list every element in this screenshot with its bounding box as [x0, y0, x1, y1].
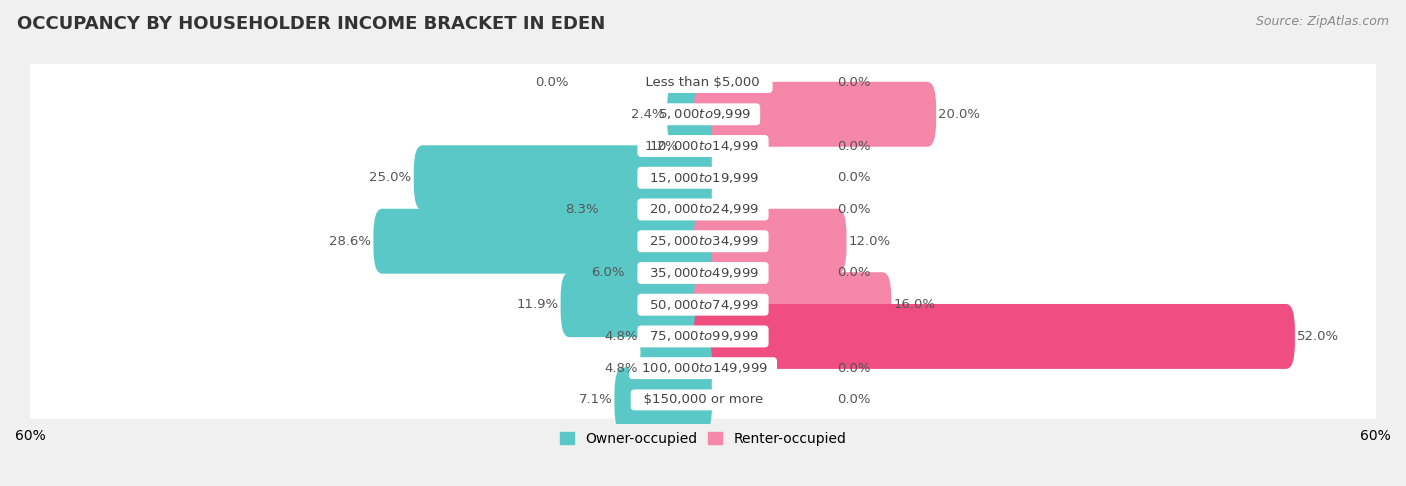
FancyBboxPatch shape	[25, 381, 1381, 418]
FancyBboxPatch shape	[561, 272, 711, 337]
Text: 0.0%: 0.0%	[838, 266, 872, 279]
Text: 4.8%: 4.8%	[605, 362, 638, 375]
FancyBboxPatch shape	[614, 367, 711, 433]
FancyBboxPatch shape	[695, 304, 1295, 369]
FancyBboxPatch shape	[25, 64, 1381, 101]
Text: $5,000 to $9,999: $5,000 to $9,999	[650, 107, 756, 122]
Text: 0.0%: 0.0%	[838, 362, 872, 375]
Text: $25,000 to $34,999: $25,000 to $34,999	[641, 234, 765, 248]
FancyBboxPatch shape	[25, 223, 1381, 260]
Text: 16.0%: 16.0%	[894, 298, 935, 311]
Text: 4.8%: 4.8%	[605, 330, 638, 343]
Text: $50,000 to $74,999: $50,000 to $74,999	[641, 298, 765, 312]
Text: 52.0%: 52.0%	[1298, 330, 1340, 343]
Text: 0.0%: 0.0%	[534, 76, 568, 89]
FancyBboxPatch shape	[25, 349, 1381, 387]
FancyBboxPatch shape	[25, 96, 1381, 133]
Text: $20,000 to $24,999: $20,000 to $24,999	[641, 203, 765, 216]
FancyBboxPatch shape	[600, 177, 711, 242]
Text: Source: ZipAtlas.com: Source: ZipAtlas.com	[1256, 15, 1389, 28]
Text: 8.3%: 8.3%	[565, 203, 599, 216]
FancyBboxPatch shape	[681, 114, 711, 178]
Text: 0.0%: 0.0%	[838, 139, 872, 153]
Text: 25.0%: 25.0%	[370, 171, 412, 184]
Text: 0.0%: 0.0%	[838, 171, 872, 184]
FancyBboxPatch shape	[25, 318, 1381, 355]
Text: 6.0%: 6.0%	[591, 266, 624, 279]
Text: $15,000 to $19,999: $15,000 to $19,999	[641, 171, 765, 185]
Text: 7.1%: 7.1%	[578, 393, 612, 406]
Text: $100,000 to $149,999: $100,000 to $149,999	[633, 361, 773, 375]
Text: 0.0%: 0.0%	[838, 393, 872, 406]
FancyBboxPatch shape	[25, 191, 1381, 228]
Text: 0.0%: 0.0%	[838, 203, 872, 216]
Text: 28.6%: 28.6%	[329, 235, 371, 248]
Text: 20.0%: 20.0%	[938, 108, 980, 121]
FancyBboxPatch shape	[695, 209, 846, 274]
Text: Less than $5,000: Less than $5,000	[637, 76, 769, 89]
Text: 0.0%: 0.0%	[838, 76, 872, 89]
Text: 1.2%: 1.2%	[644, 139, 678, 153]
FancyBboxPatch shape	[413, 145, 711, 210]
FancyBboxPatch shape	[25, 286, 1381, 323]
Text: 12.0%: 12.0%	[849, 235, 891, 248]
FancyBboxPatch shape	[25, 159, 1381, 196]
FancyBboxPatch shape	[25, 254, 1381, 292]
FancyBboxPatch shape	[25, 127, 1381, 165]
Text: 11.9%: 11.9%	[516, 298, 558, 311]
Text: $35,000 to $49,999: $35,000 to $49,999	[641, 266, 765, 280]
Legend: Owner-occupied, Renter-occupied: Owner-occupied, Renter-occupied	[560, 432, 846, 446]
FancyBboxPatch shape	[640, 304, 711, 369]
Text: $75,000 to $99,999: $75,000 to $99,999	[641, 330, 765, 344]
FancyBboxPatch shape	[666, 82, 711, 147]
FancyBboxPatch shape	[374, 209, 711, 274]
FancyBboxPatch shape	[695, 272, 891, 337]
Text: 2.4%: 2.4%	[631, 108, 665, 121]
Text: OCCUPANCY BY HOUSEHOLDER INCOME BRACKET IN EDEN: OCCUPANCY BY HOUSEHOLDER INCOME BRACKET …	[17, 15, 605, 33]
Text: $150,000 or more: $150,000 or more	[634, 393, 772, 406]
FancyBboxPatch shape	[627, 241, 711, 305]
FancyBboxPatch shape	[695, 82, 936, 147]
Text: $10,000 to $14,999: $10,000 to $14,999	[641, 139, 765, 153]
FancyBboxPatch shape	[640, 336, 711, 400]
